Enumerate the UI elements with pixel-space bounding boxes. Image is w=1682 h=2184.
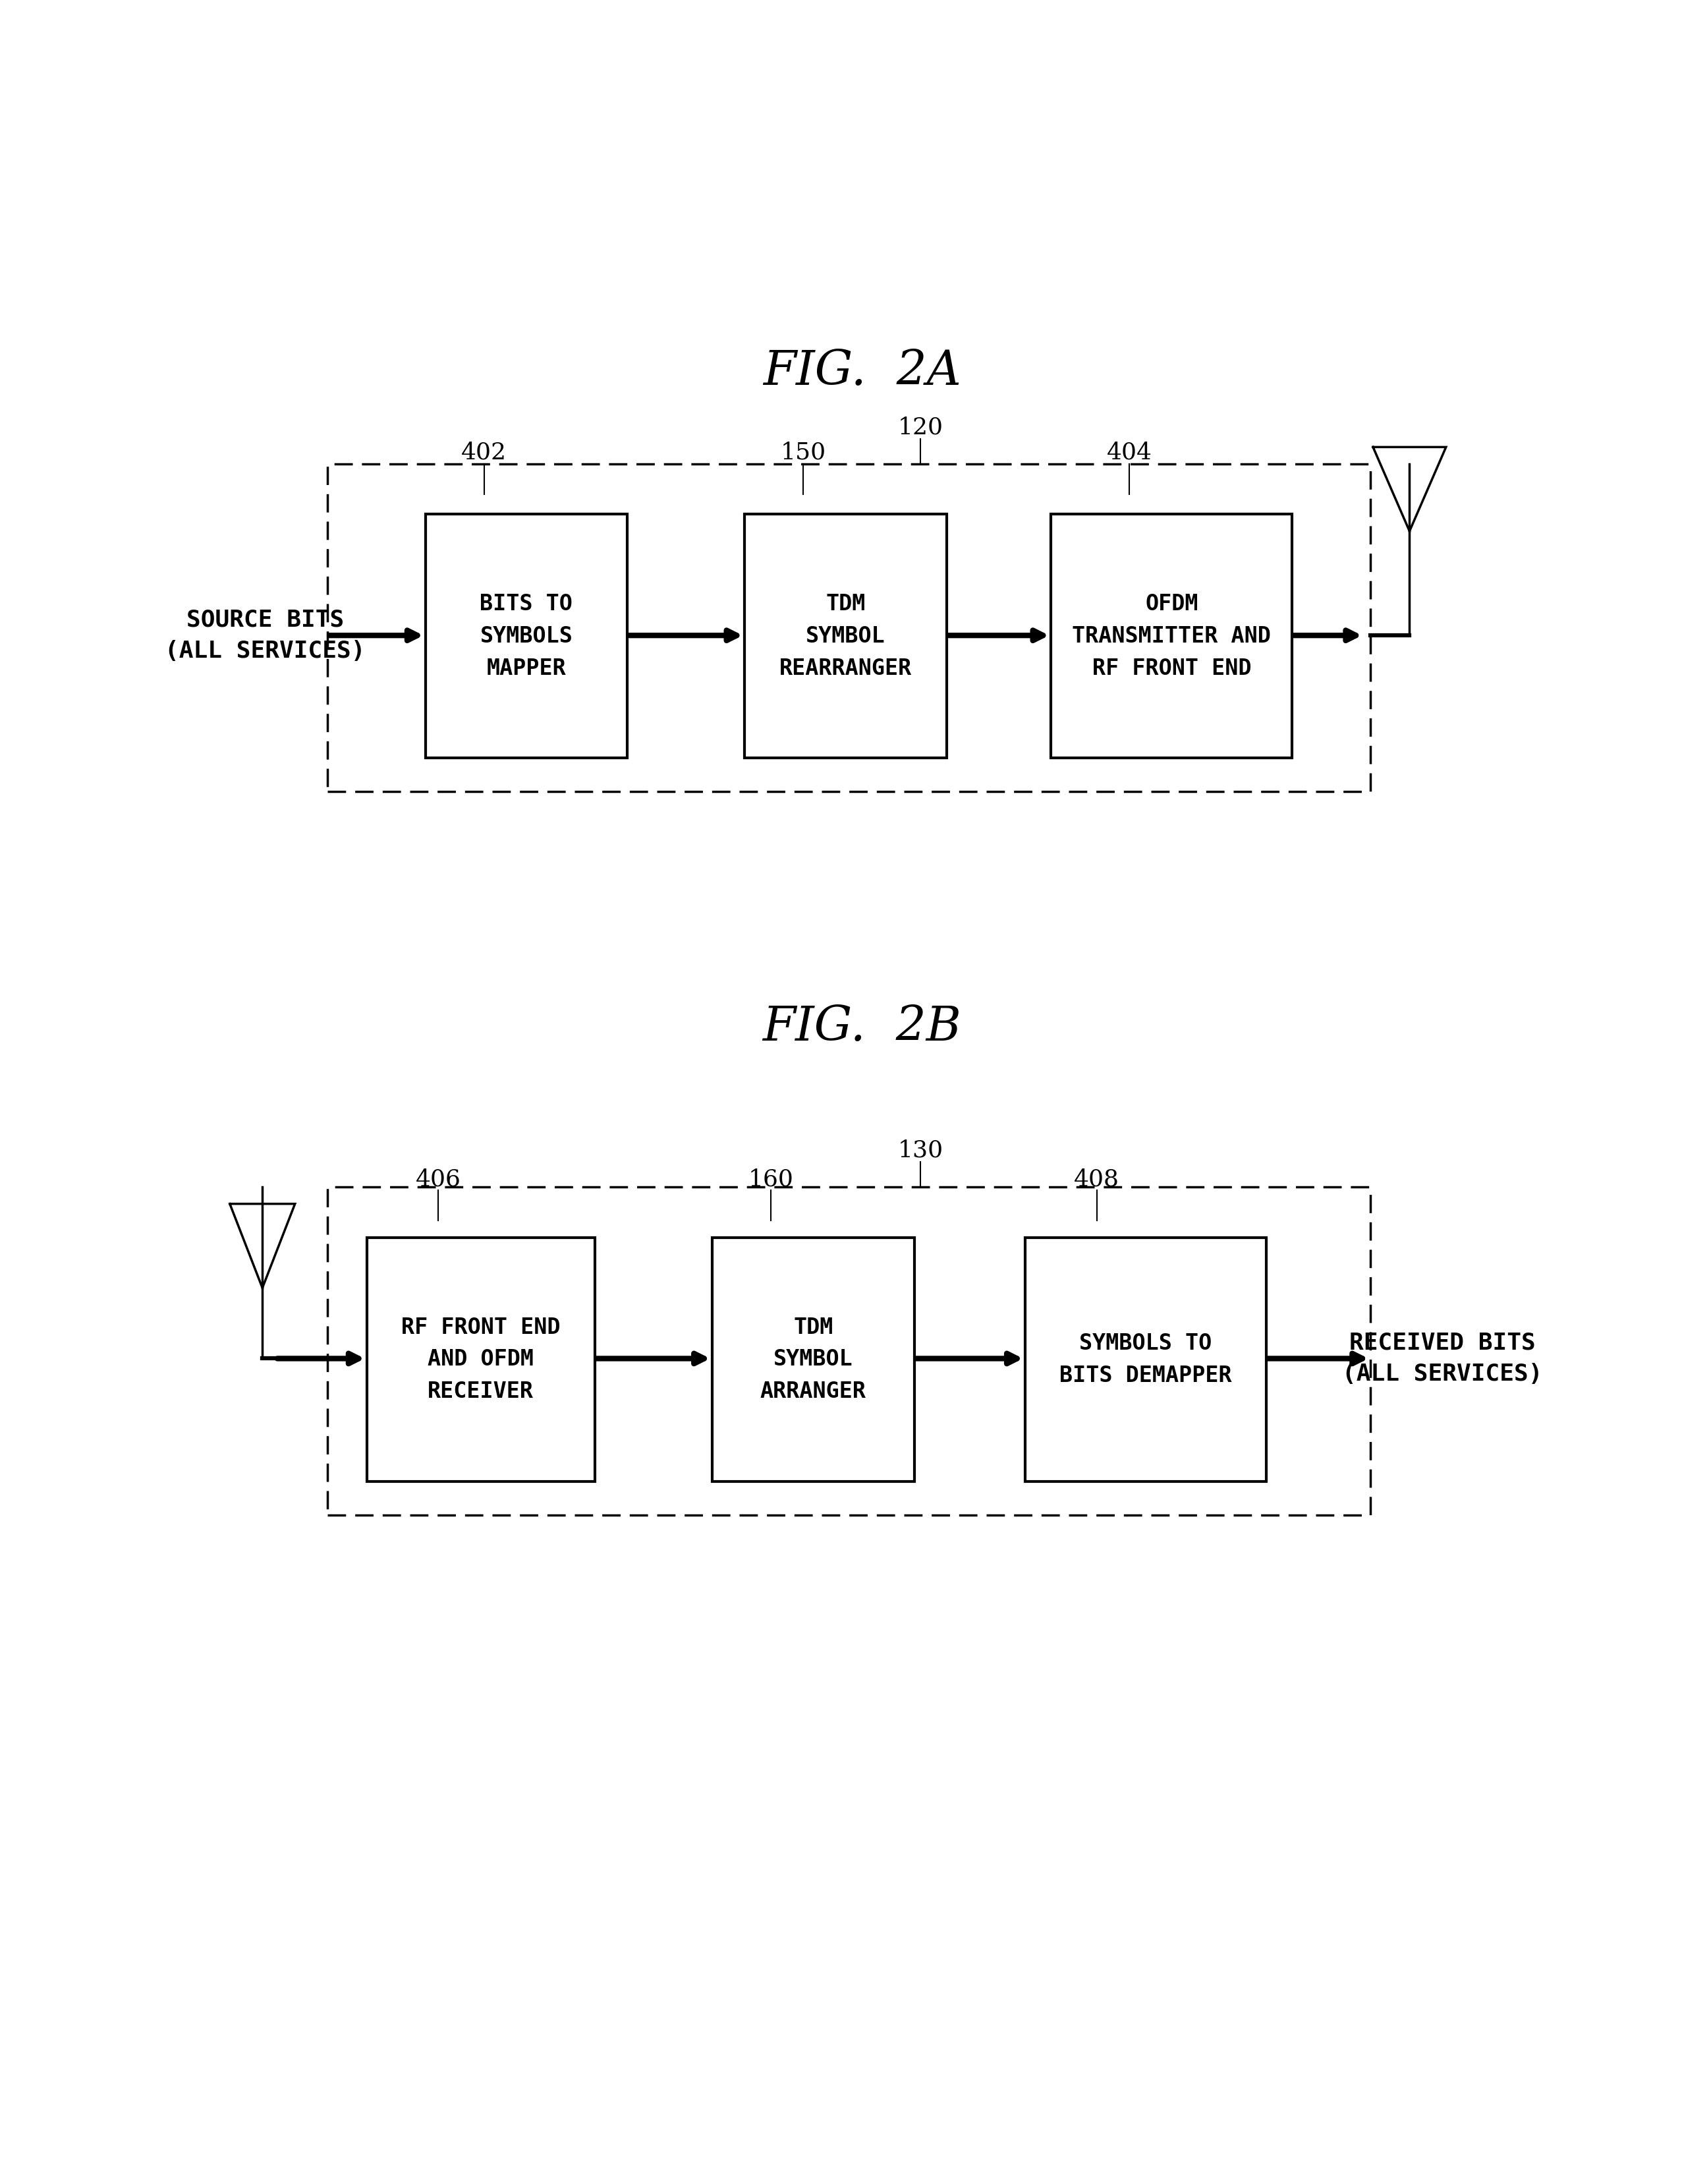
Text: 406: 406 xyxy=(415,1168,461,1190)
Bar xyxy=(1024,1238,1267,1481)
Text: 408: 408 xyxy=(1073,1168,1120,1190)
Text: 130: 130 xyxy=(898,1140,944,1162)
Text: SYMBOLS TO
BITS DEMAPPER: SYMBOLS TO BITS DEMAPPER xyxy=(1060,1332,1231,1387)
Text: 402: 402 xyxy=(461,441,506,463)
Bar xyxy=(426,515,627,758)
Bar xyxy=(745,515,947,758)
Text: FIG.  2B: FIG. 2B xyxy=(762,1005,962,1051)
Bar xyxy=(328,1186,1371,1516)
Bar xyxy=(1051,515,1292,758)
Text: RECEIVED BITS
(ALL SERVICES): RECEIVED BITS (ALL SERVICES) xyxy=(1342,1332,1542,1385)
Text: TDM
SYMBOL
ARRANGER: TDM SYMBOL ARRANGER xyxy=(760,1317,866,1402)
Text: BITS TO
SYMBOLS
MAPPER: BITS TO SYMBOLS MAPPER xyxy=(479,594,574,679)
Text: RF FRONT END
AND OFDM
RECEIVER: RF FRONT END AND OFDM RECEIVER xyxy=(402,1317,560,1402)
Text: 160: 160 xyxy=(748,1168,794,1190)
Text: SOURCE BITS
(ALL SERVICES): SOURCE BITS (ALL SERVICES) xyxy=(165,609,365,662)
Text: 150: 150 xyxy=(780,441,826,463)
Text: FIG.  2A: FIG. 2A xyxy=(764,347,960,395)
Text: OFDM
TRANSMITTER AND
RF FRONT END: OFDM TRANSMITTER AND RF FRONT END xyxy=(1071,594,1272,679)
Text: 120: 120 xyxy=(898,417,944,439)
Text: TDM
SYMBOL
REARRANGER: TDM SYMBOL REARRANGER xyxy=(779,594,912,679)
Text: 404: 404 xyxy=(1107,441,1152,463)
Bar xyxy=(711,1238,915,1481)
Bar xyxy=(367,1238,595,1481)
Bar xyxy=(328,463,1371,793)
